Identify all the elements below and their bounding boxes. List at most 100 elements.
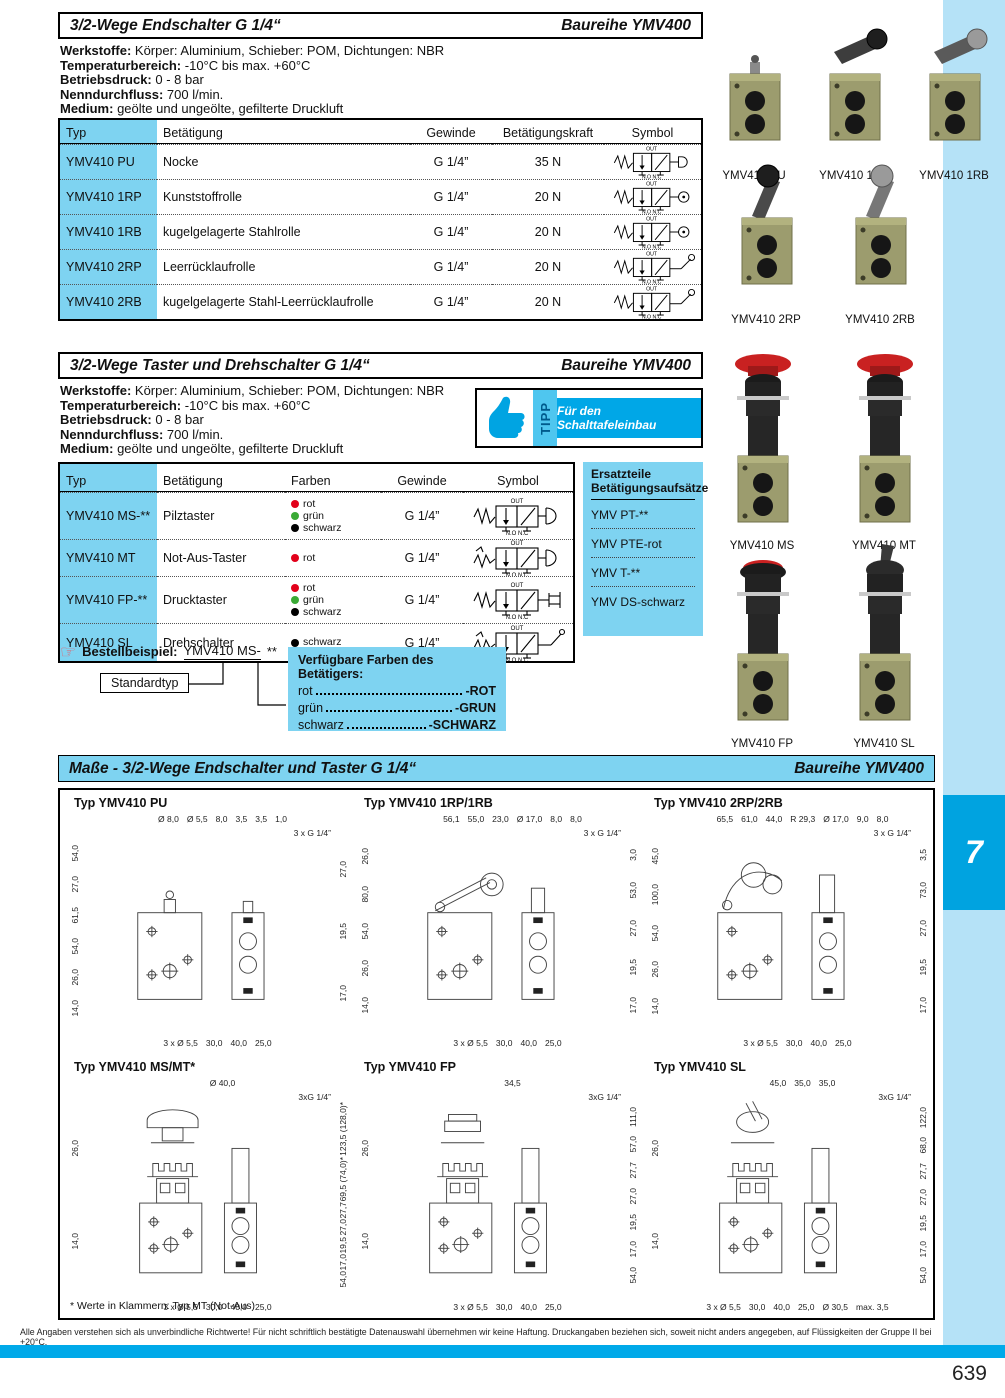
table1-typ: YMV410 1RP — [60, 179, 157, 214]
ersatzteil-item: YMV T-** — [591, 558, 695, 587]
spec-value: geölte und ungeölte, gefilterte Druckluf… — [117, 101, 344, 117]
table1-betaetigung: Leerrücklaufrolle — [157, 249, 410, 284]
dim-label: 35,0 — [818, 1078, 836, 1088]
table1-header: Symbol — [604, 120, 701, 144]
drawing-dims-bottom: 3 x Ø 5,5 30,0 40,0 25,0 — [380, 1302, 635, 1312]
dim-label: 61,0 — [741, 814, 758, 824]
dim-label: 8,0 — [570, 814, 582, 824]
dim-label: 3,0 — [627, 848, 638, 861]
drawings-footnote: * Werte in Klammern: Typ MT (Not-Aus) — [70, 1300, 255, 1312]
table2-symbol: OUT N.O N.C — [463, 539, 573, 576]
drawing-thread-note: 3 x G 1/4” — [583, 828, 621, 838]
section2-title: 3/2-Wege Taster und Drehschalter G 1/4“ — [70, 356, 370, 374]
dim-label: 3,5 — [255, 814, 268, 824]
drawing-thread-note: 3xG 1/4” — [588, 1092, 621, 1102]
svg-text:OUT: OUT — [511, 583, 524, 589]
ersatzteile-items: YMV PT-** YMV PTE-rot YMV T-** YMV DS-schwa… — [591, 500, 695, 615]
product-photo-label: YMV410 SL — [853, 738, 915, 750]
product-photo-image — [855, 164, 907, 285]
dim-label: 54,0 — [69, 938, 80, 955]
section1-title: 3/2-Wege Endschalter G 1/4“ — [70, 16, 281, 34]
dimension-drawing-panel: Typ YMV410 MS/MT* Ø 40,0 26,0 14,0 123,5 (12… — [66, 1058, 351, 1316]
dim-label: 27,0 — [917, 920, 928, 937]
product-photo: YMV410 1RP — [804, 18, 904, 182]
svg-text:N.O N.C: N.O N.C — [642, 244, 662, 249]
color-dot-icon — [291, 608, 299, 616]
order-example: ☞ Bestellbeispiel: YMV410 MS- ** Standar… — [60, 643, 580, 743]
dim-label: 40,0 — [810, 1038, 828, 1048]
table2-header: Farben — [285, 464, 381, 492]
dimension-drawings-box: * Werte in Klammern: Typ MT (Not-Aus) Ty… — [58, 788, 935, 1320]
dim-label: 54,0 — [337, 1271, 348, 1288]
dim-label: 54,0 — [627, 1266, 638, 1284]
dim-label: 3 x Ø 5,5 — [743, 1038, 778, 1048]
section2-specs: Werkstoffe: Körper: Aluminium, Schieber:… — [60, 383, 470, 457]
dim-label: 19,5 — [627, 1214, 638, 1232]
drawing-dims-top: 34,5 — [390, 1078, 635, 1088]
dimension-drawing-panel: Typ YMV410 SL 45,0 35,0 35,0 26,0 14,0 122,0 68… — [646, 1058, 931, 1316]
dim-label: 40,0 — [230, 1302, 248, 1312]
color-option: rot — [291, 498, 315, 510]
dimension-drawing-image — [139, 1109, 257, 1274]
product-photo: YMV410 2RB — [830, 162, 930, 326]
dim-label: 14,0 — [69, 1000, 80, 1017]
table1-gewinde: G 1/4” — [410, 249, 492, 284]
dim-label: 9,0 — [856, 814, 869, 824]
dimension-drawing-panel: Typ YMV410 1RP/1RB 56,1 55,0 23,0 Ø 17,0 8,0 8… — [356, 794, 641, 1052]
tipp-label: TIPP — [533, 390, 557, 446]
drawing-title: Typ YMV410 PU — [74, 796, 168, 810]
tipp-badge: TIPP Für den Schalttafeleinbau — [475, 388, 703, 448]
dim-label: 27,7 — [917, 1163, 928, 1180]
drawing-dims-bottom: 3 x Ø 5,5 30,0 40,0 25,0 — [90, 1302, 345, 1312]
spec-value: Körper: Aluminium, Schieber: POM, Dichtu… — [134, 383, 445, 398]
dim-label: 122,0 — [917, 1106, 928, 1128]
table2-betaetigung: Not-Aus-Taster — [157, 539, 285, 576]
table2-symbol: OUT N.O N.C — [463, 492, 573, 539]
table1-header: Gewinde — [410, 120, 492, 144]
dim-label: Ø 30,5 — [822, 1302, 849, 1312]
dim-label: 26,0 — [359, 848, 370, 865]
dim-label: 27,0 — [337, 860, 348, 878]
svg-text:OUT: OUT — [511, 499, 524, 505]
dim-label: 69,5 (74,0)* — [337, 1156, 348, 1202]
svg-text:OUT: OUT — [646, 182, 658, 188]
dim-label: 23,0 — [492, 814, 509, 824]
table1-gewinde: G 1/4” — [410, 214, 492, 249]
dot-leader — [326, 710, 453, 712]
dim-label: 111,0 — [627, 1106, 638, 1127]
dim-label: 27,0 — [627, 1188, 638, 1205]
drawing-dims-bottom: 3 x Ø 5,5 30,0 40,0 25,0 Ø 30,5 max. 3,5 — [670, 1302, 925, 1312]
svg-text:N.O N.C: N.O N.C — [506, 658, 529, 662]
drawing-dims-right: 3,5 73,0 27,0 19,5 17,0 — [915, 838, 930, 1024]
spec-label: Betriebsdruck: — [60, 72, 152, 88]
dim-label: 55,0 — [467, 814, 485, 824]
spec-label: Betriebsdruck: — [60, 412, 152, 428]
drawing-dims-bottom: 3 x Ø 5,5 30,0 40,0 25,0 — [380, 1038, 635, 1048]
order-example-code: YMV410 MS- — [183, 643, 261, 660]
color-dot-icon — [291, 554, 299, 562]
drawing-dims-left: 26,0 80,0 54,0 26,0 14,0 — [357, 838, 372, 1024]
table2-gewinde: G 1/4” — [381, 576, 463, 623]
valve-symbol-icon: OUT N.O N.C — [473, 499, 557, 536]
drawing-dims-left: 54,0 27,0 61,5 54,0 26,0 14,0 — [67, 838, 82, 1024]
drawing-dims-top: 45,0 35,0 35,0 — [680, 1078, 925, 1088]
dim-label: 3 x Ø 5,5 — [163, 1302, 198, 1312]
svg-text:OUT: OUT — [511, 541, 524, 547]
dimension-drawing-image — [429, 1114, 547, 1274]
dim-label: 30,0 — [205, 1038, 223, 1048]
dim-label: Ø 40,0 — [209, 1078, 236, 1088]
table2-gewinde: G 1/4” — [381, 623, 463, 661]
spec-line: Werkstoffe: Körper: Aluminium, Schieber:… — [60, 383, 470, 399]
table2-gewinde: G 1/4” — [381, 539, 463, 576]
table2-typ: YMV410 MT — [60, 539, 157, 576]
product-photo-image — [829, 28, 888, 141]
section2-photos-row2: YMV410 FP YMV410 SL — [712, 540, 934, 750]
dim-label: 40,0 — [773, 1302, 790, 1312]
product-photo-label: YMV410 1RB — [919, 170, 989, 182]
dot-leader — [315, 693, 463, 695]
drawing-dims-top: 56,1 55,0 23,0 Ø 17,0 8,0 8,0 — [390, 814, 635, 824]
table1-symbol: OUT N.O N.C — [604, 179, 701, 214]
section3-header: Maße - 3/2-Wege Endschalter und Taster G… — [58, 755, 935, 782]
color-code: -GRUN — [455, 701, 496, 715]
section3-title: Maße - 3/2-Wege Endschalter und Taster G… — [69, 759, 417, 777]
